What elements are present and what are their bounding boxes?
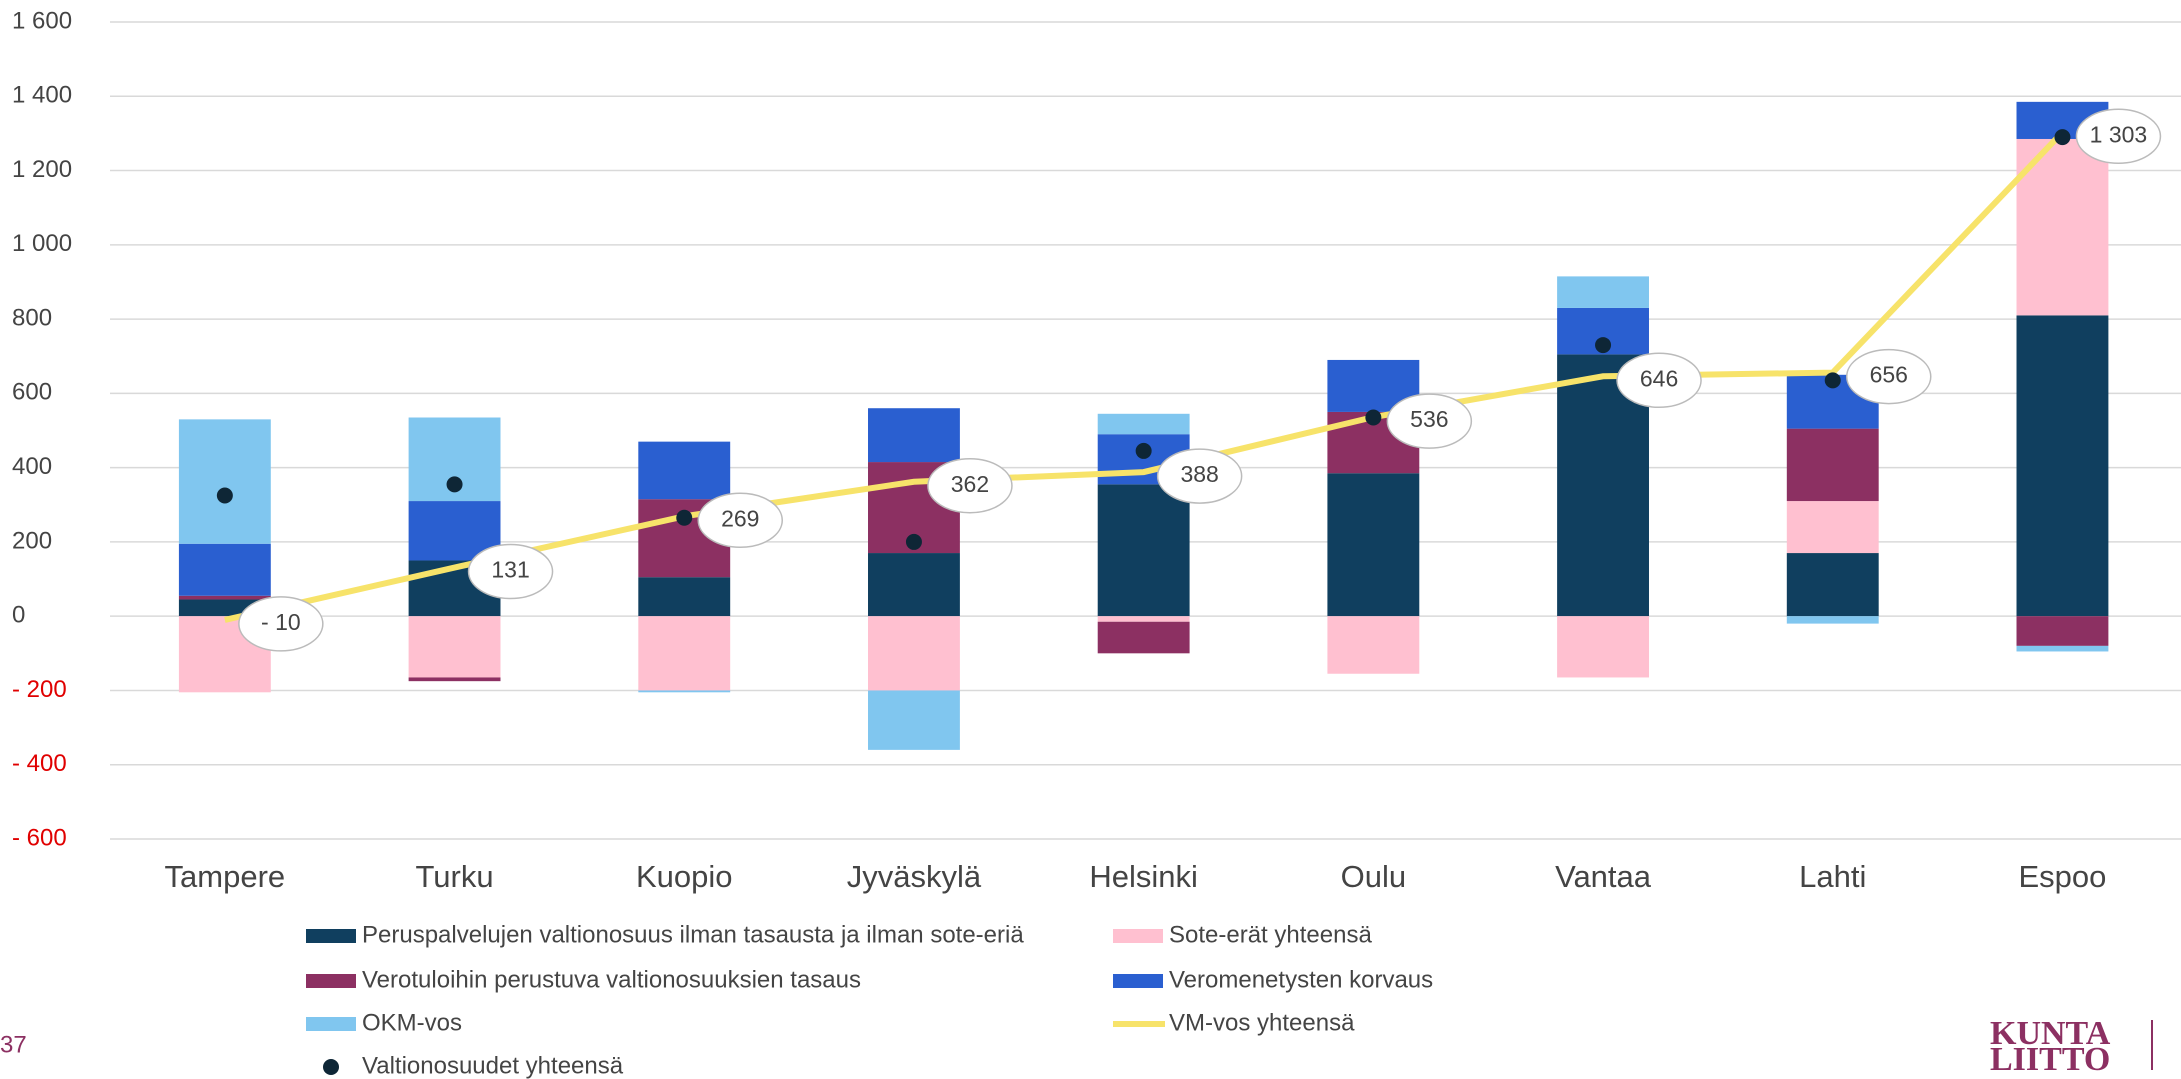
bar: [1557, 616, 1649, 678]
legend-label: Sote-erät yhteensä: [1169, 921, 1372, 948]
x-tick-label: Kuopio: [636, 859, 733, 894]
legend-swatch: [1113, 929, 1163, 943]
label-bubble: [1156, 448, 1243, 504]
bar: [178, 595, 271, 600]
dot: [1595, 337, 1612, 354]
data-label: 362: [951, 471, 989, 497]
bar: [638, 441, 731, 500]
data-label: 656: [1870, 362, 1908, 388]
y-tick-label: 800: [12, 304, 52, 331]
label-bubble: [697, 492, 783, 549]
bar: [2016, 616, 2109, 646]
dot: [1135, 442, 1152, 459]
x-tick-label: Turku: [416, 859, 494, 894]
dot: [216, 487, 233, 504]
label-bubble: [1616, 352, 1702, 409]
data-label: 269: [721, 505, 759, 531]
bar: [1557, 276, 1649, 308]
x-tick-label: Espoo: [2018, 859, 2106, 894]
page-number: 37: [0, 1031, 27, 1058]
legend-swatch: [306, 1017, 356, 1031]
bar: [408, 677, 501, 682]
bar: [1097, 616, 1190, 622]
x-tick-label: Tampere: [165, 859, 286, 894]
bar: [1327, 616, 1420, 674]
bar: [868, 408, 960, 463]
label-bubble: [1846, 348, 1932, 405]
dot: [446, 476, 463, 493]
legend-swatch: [1113, 974, 1163, 988]
legend-label: OKM-vos: [362, 1009, 462, 1036]
legend-label: Veromenetysten korvaus: [1169, 966, 1433, 993]
data-label: 388: [1180, 461, 1218, 487]
bar: [868, 616, 960, 691]
y-tick-label: 1 400: [12, 82, 72, 109]
legend-label: Valtionosuudet yhteensä: [362, 1052, 624, 1079]
bar: [178, 419, 271, 544]
dot: [1365, 409, 1382, 426]
bar: [1786, 616, 1879, 624]
bar: [638, 690, 731, 693]
legend-label: Verotuloihin perustuva valtionosuuksien …: [362, 966, 861, 993]
legend-swatch: [323, 1059, 339, 1075]
logo: KUNTA: [1990, 1015, 2111, 1052]
label-bubble: [238, 596, 324, 652]
y-tick-label: 600: [12, 379, 52, 406]
bar: [1097, 413, 1190, 435]
x-tick-label: Oulu: [1341, 859, 1406, 894]
data-label: - 10: [261, 609, 301, 635]
data-label: 646: [1640, 365, 1678, 391]
dot: [1824, 372, 1841, 389]
y-tick-label: 200: [12, 527, 52, 554]
dot: [2054, 129, 2071, 146]
y-tick-label: 1 000: [12, 230, 72, 257]
data-label: 536: [1410, 406, 1448, 432]
bar: [1786, 553, 1879, 617]
bar: [1097, 484, 1190, 617]
y-tick-label: - 600: [12, 824, 67, 851]
y-tick-label: 400: [12, 453, 52, 480]
bar: [1786, 501, 1879, 554]
logo: LIITTO: [1990, 1041, 2110, 1078]
legend-label: Peruspalvelujen valtionosuus ilman tasau…: [362, 921, 1024, 948]
y-tick-label: - 400: [12, 750, 67, 777]
bar: [868, 690, 960, 750]
data-label: 1 303: [2090, 121, 2148, 147]
x-tick-label: Lahti: [1799, 859, 1866, 894]
bar: [1327, 473, 1420, 617]
legend-swatch: [306, 974, 356, 988]
bar: [2016, 645, 2109, 652]
label-bubble: [1386, 393, 1473, 449]
legend-label: VM-vos yhteensä: [1169, 1009, 1355, 1036]
data-label: 131: [491, 557, 529, 583]
x-tick-label: Jyväskylä: [847, 859, 982, 894]
x-tick-label: Helsinki: [1089, 859, 1198, 894]
y-tick-label: - 200: [12, 676, 67, 703]
dot: [676, 509, 693, 526]
label-bubble: [927, 457, 1013, 514]
y-tick-label: 1 200: [12, 156, 72, 183]
x-tick-label: Vantaa: [1555, 859, 1652, 894]
dot: [905, 533, 922, 550]
bar: [1786, 428, 1879, 502]
bar: [408, 616, 501, 678]
y-tick-label: 0: [12, 602, 25, 629]
bar: [868, 553, 960, 617]
bar: [1097, 621, 1190, 654]
legend-swatch: [306, 929, 356, 943]
bar: [638, 616, 731, 691]
y-tick-label: 1 600: [12, 7, 72, 34]
bar: [2016, 315, 2109, 617]
bar: [638, 577, 731, 617]
label-bubble: [2075, 108, 2162, 165]
label-bubble: [467, 543, 554, 600]
bar: [178, 543, 271, 596]
